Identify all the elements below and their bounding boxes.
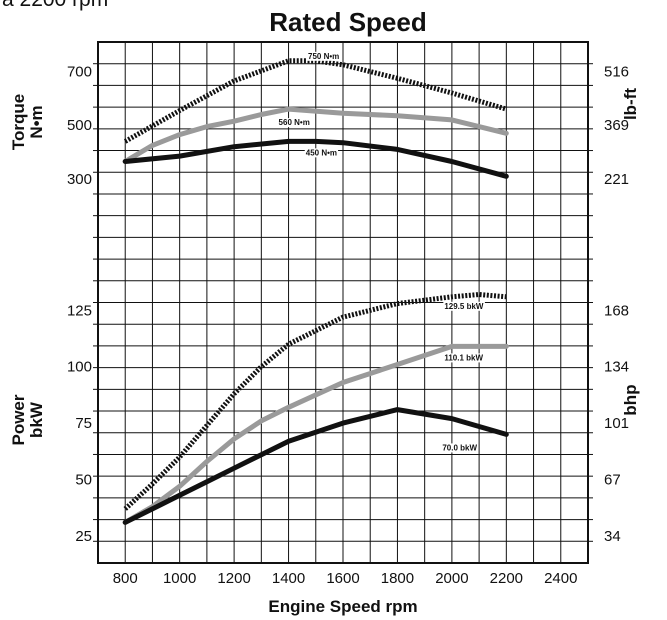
torque-right-tick-label: 369 bbox=[604, 117, 629, 134]
power-left-tick-label: 50 bbox=[75, 472, 92, 489]
power-left-tick-label: 75 bbox=[75, 415, 92, 432]
x-axis-label: Engine Speed rpm bbox=[268, 597, 417, 616]
power-right-tick-label: 134 bbox=[604, 359, 629, 376]
x-tick-label: 1200 bbox=[217, 570, 250, 587]
torque-axis-label-2: N•m bbox=[27, 105, 46, 138]
x-tick-label: 1800 bbox=[381, 570, 414, 587]
x-tick-label: 1000 bbox=[163, 570, 196, 587]
torque-series-3-label: 450 N•m bbox=[306, 148, 337, 157]
power-series-3-label-bg bbox=[441, 443, 479, 453]
power-right-tick-label: 34 bbox=[604, 528, 621, 545]
x-tick-label: 2000 bbox=[435, 570, 468, 587]
header-fragment: a 2200 rpm bbox=[2, 0, 108, 12]
x-tick-label: 2400 bbox=[544, 570, 577, 587]
torque-series-2 bbox=[122, 106, 509, 164]
power-axis-label-2: bkW bbox=[27, 401, 46, 438]
torque-left-tick-label: 700 bbox=[67, 64, 92, 81]
torque-axis-label-1: Torque bbox=[9, 94, 28, 150]
torque-series-1-label-bg bbox=[307, 51, 341, 61]
torque-series-2-label-bg bbox=[277, 118, 311, 128]
x-tick-label: 1400 bbox=[272, 570, 305, 587]
power-left-tick-label: 25 bbox=[75, 528, 92, 545]
torque-right-tick-label: 221 bbox=[604, 171, 629, 188]
power-left-tick-label: 100 bbox=[67, 359, 92, 376]
chart-grid bbox=[93, 42, 593, 563]
torque-right-tick-label: 516 bbox=[604, 64, 629, 81]
torque-series-2-label: 560 N•m bbox=[279, 118, 310, 127]
power-series-2-label: 110.1 bkW bbox=[444, 353, 483, 362]
power-left-tick-label: 125 bbox=[67, 302, 92, 319]
power-series-1 bbox=[123, 292, 507, 511]
torque-series-3-label-bg bbox=[304, 148, 339, 158]
torque-series-1-label: 750 N•m bbox=[308, 52, 339, 61]
data-label-layer: 750 N•m 560 N•m 450 N•m 129.5 bkW 110.1 bkW 7… bbox=[277, 51, 485, 453]
power-series-2 bbox=[122, 343, 509, 525]
tick-layer: 800 1000 1200 1400 1600 1800 2000 2200 2400 300 22… bbox=[67, 64, 629, 587]
chart-title: Rated Speed bbox=[269, 7, 427, 37]
plot-frame bbox=[97, 41, 589, 564]
power-right-tick-label: 67 bbox=[604, 472, 621, 489]
power-series-2-label-bg bbox=[443, 353, 485, 363]
lbft-axis-label: lb-ft bbox=[621, 88, 640, 120]
torque-left-tick-label: 300 bbox=[67, 171, 92, 188]
power-right-tick-label: 168 bbox=[604, 302, 629, 319]
x-tick-label: 800 bbox=[113, 570, 138, 587]
torque-series-3 bbox=[122, 138, 509, 179]
bhp-axis-label: bhp bbox=[621, 384, 640, 415]
power-series-1-label-bg bbox=[443, 301, 485, 311]
x-tick-label: 1600 bbox=[326, 570, 359, 587]
power-series-3 bbox=[122, 407, 509, 525]
torque-left-tick-label: 500 bbox=[67, 117, 92, 134]
x-tick-label: 2200 bbox=[490, 570, 523, 587]
power-right-tick-label: 101 bbox=[604, 415, 629, 432]
power-series-3-label: 70.0 bkW bbox=[442, 443, 477, 452]
power-series-1-label: 129.5 bkW bbox=[444, 302, 484, 311]
power-axis-label-1: Power bbox=[9, 394, 28, 445]
